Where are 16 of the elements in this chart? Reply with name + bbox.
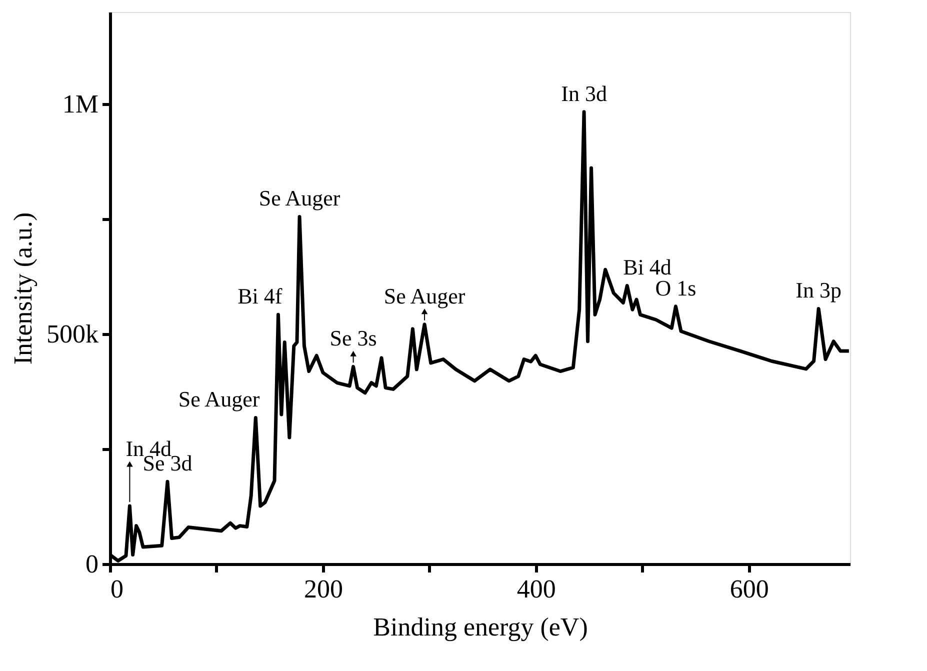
annotation: Se Auger: [178, 386, 260, 412]
x-tick-label: 400: [516, 574, 556, 604]
annotation: In 3p: [796, 278, 842, 303]
y-axis-title: Intensity (a.u.): [8, 212, 38, 365]
y-tick-label: 0: [86, 550, 98, 578]
annotation: Bi 4f: [238, 284, 283, 309]
y-tick-label: 1M: [62, 90, 98, 118]
annotation: Se Auger: [258, 186, 341, 211]
x-axis-title: Binding energy (eV): [373, 612, 588, 642]
x-tick-label: 600: [730, 574, 769, 604]
x-tick-label: 0: [110, 574, 124, 604]
annotation: Se Auger: [384, 283, 466, 308]
annotation: In 3d: [561, 80, 607, 106]
x-tick-label: 200: [304, 574, 343, 604]
y-tick-label: 500k: [46, 320, 98, 348]
annotation: Se 3s: [330, 326, 377, 351]
